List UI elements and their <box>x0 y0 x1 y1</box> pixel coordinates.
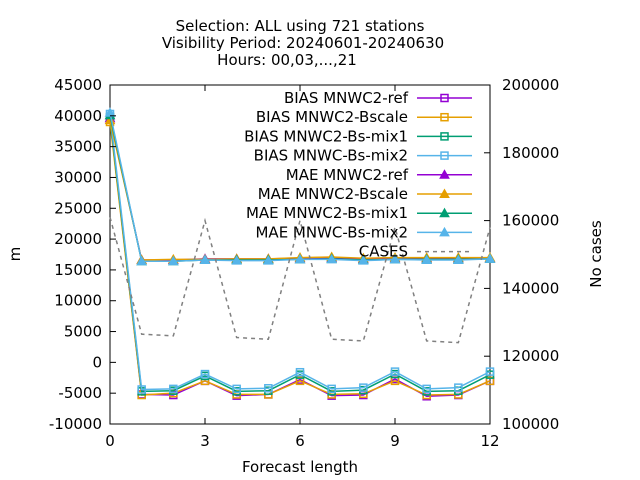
y-tick-label: -5000 <box>58 384 102 402</box>
chart-title: Selection: ALL using 721 stations Visibi… <box>162 17 444 69</box>
y2-tick-label: 120000 <box>502 347 559 365</box>
y2-tick-label: 160000 <box>502 212 559 230</box>
series-line <box>109 116 491 393</box>
data-point <box>232 384 241 394</box>
legend-label: MAE MNWC-Bs-mix2 <box>255 223 408 241</box>
legend-entry: BIAS MNWC2-ref <box>284 89 472 107</box>
legend-label: MAE MNWC2-ref <box>286 166 409 184</box>
data-point <box>136 255 148 266</box>
series-8 <box>104 107 496 266</box>
legend-entry: BIAS MNWC2-Bs-mix1 <box>244 127 472 145</box>
legend-marker <box>440 151 449 160</box>
legend-label: BIAS MNWC2-Bscale <box>256 108 408 126</box>
chart-title-line-3: Hours: 00,03,...,21 <box>217 51 357 69</box>
data-point <box>326 253 338 264</box>
data-point <box>357 255 369 265</box>
data-point <box>389 253 401 264</box>
y-tick-label: 15000 <box>54 261 102 279</box>
data-point <box>200 369 210 379</box>
data-point <box>359 383 368 392</box>
data-point <box>264 384 273 393</box>
legend-marker <box>439 169 450 179</box>
legend-entry: BIAS MNWC2-Bscale <box>256 108 472 126</box>
y-axis-label: m <box>6 247 24 262</box>
legend-label: MAE MNWC2-Bs-mix1 <box>246 204 408 222</box>
data-point <box>294 253 306 264</box>
y2-tick-label: 200000 <box>502 76 559 94</box>
legend-entry: MAE MNWC-Bs-mix2 <box>255 223 472 241</box>
series-9 <box>109 217 491 344</box>
legend-entry: MAE MNWC2-ref <box>286 166 472 184</box>
legend-marker <box>440 112 449 122</box>
legend-label: BIAS MNWC-Bs-mix2 <box>254 147 408 165</box>
y-tick-label: 35000 <box>54 138 102 156</box>
data-point <box>231 255 243 265</box>
legend-entry: MAE MNWC2-Bs-mix1 <box>246 204 472 222</box>
legend-label: BIAS MNWC2-Bs-mix1 <box>244 127 408 145</box>
legend-label: CASES <box>359 243 408 261</box>
y-tick-label: 40000 <box>54 107 102 125</box>
y2-tick-label: 140000 <box>502 279 559 297</box>
data-point <box>295 376 305 386</box>
series-line <box>109 217 491 344</box>
x-tick-label: 3 <box>200 432 210 450</box>
data-point <box>485 367 495 376</box>
data-point <box>421 254 433 265</box>
series-4 <box>105 109 495 394</box>
data-point <box>169 384 178 394</box>
y-tick-label: 45000 <box>54 76 102 94</box>
legend-entry: CASES <box>359 243 472 261</box>
legend-marker <box>440 93 449 103</box>
y2-axis-label: No cases <box>587 220 605 288</box>
series-line <box>109 113 491 391</box>
legend-label: MAE MNWC2-Bscale <box>258 185 408 203</box>
y-tick-label: 30000 <box>54 168 102 186</box>
data-point <box>199 254 211 265</box>
series-layer <box>104 107 496 401</box>
y-tick-label: 25000 <box>54 199 102 217</box>
legend-entry: MAE MNWC2-Bscale <box>258 185 472 203</box>
y2-tick-label: 100000 <box>502 415 559 433</box>
x-axis-label: Forecast length <box>242 458 358 476</box>
x-tick-label: 12 <box>480 432 499 450</box>
legend-marker <box>439 226 450 237</box>
legend-marker <box>439 188 450 198</box>
data-point <box>454 383 463 392</box>
x-tick-label: 0 <box>105 432 115 450</box>
data-point <box>422 384 431 394</box>
data-point <box>327 384 336 394</box>
legend-marker <box>439 207 450 218</box>
legend-label: BIAS MNWC2-ref <box>284 89 409 107</box>
series-line <box>109 118 491 398</box>
data-point <box>484 253 496 263</box>
axes: 0 3 6 9 12 -10000 -5000 0 5000 10000 15000 20000 250… <box>49 76 559 450</box>
y-tick-label: 0 <box>92 353 102 371</box>
chart-title-line-2: Visibility Period: 20240601-20240630 <box>162 34 444 52</box>
data-point <box>295 367 305 377</box>
y-tick-label: 5000 <box>64 323 102 341</box>
chart-title-line-1: Selection: ALL using 721 stations <box>176 17 425 35</box>
data-point <box>167 255 179 266</box>
data-point <box>390 367 400 376</box>
y2-tick-label: 180000 <box>502 144 559 162</box>
y-tick-label: 10000 <box>54 292 102 310</box>
y-tick-label: -10000 <box>49 415 102 433</box>
y-tick-label: 20000 <box>54 230 102 248</box>
legend-entry: BIAS MNWC-Bs-mix2 <box>254 147 472 165</box>
data-point <box>485 376 495 386</box>
legend-marker <box>440 132 449 141</box>
data-point <box>137 385 146 394</box>
x-tick-label: 6 <box>295 432 305 450</box>
x-tick-label: 9 <box>390 432 400 450</box>
data-point <box>262 255 274 265</box>
data-point <box>452 254 464 265</box>
